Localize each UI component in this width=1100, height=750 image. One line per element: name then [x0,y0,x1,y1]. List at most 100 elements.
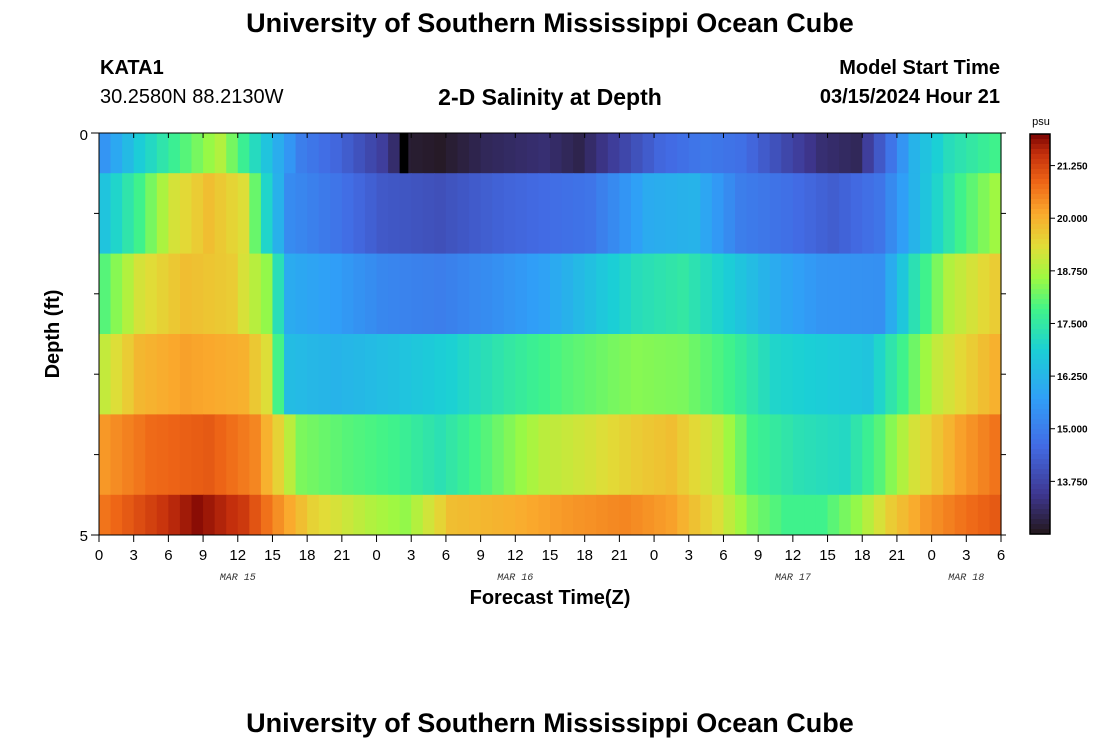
heatmap-cell [885,414,898,496]
chart-title-top: University of Southern Mississippi Ocean… [246,8,854,38]
heatmap-cell [295,494,308,536]
heatmap-cell [827,414,840,496]
colorbar-band [1030,164,1050,170]
heatmap-cell [619,173,632,255]
heatmap-cell [931,334,944,415]
heatmap-cell [353,253,366,335]
heatmap-cell [920,334,933,415]
colorbar-band [1030,139,1050,145]
colorbar-band [1030,144,1050,150]
heatmap-cell [873,133,886,174]
heatmap-cell [642,253,655,335]
heatmap-cell [168,414,181,496]
heatmap-cell [954,173,967,255]
heatmap-cell [133,133,146,174]
colorbar-band [1030,199,1050,205]
heatmap-cell [584,253,597,335]
heatmap-cell [341,253,355,335]
heatmap-cell [272,133,285,174]
x-tick-label: 15 [542,547,559,564]
heatmap-cell [526,494,540,536]
colorbar-band [1030,219,1050,225]
heatmap-cell [191,494,204,536]
heatmap-cell [364,494,378,536]
heatmap-cell [307,253,320,335]
heatmap-cell [388,414,401,496]
heatmap-cell [341,133,355,174]
heatmap-cell [145,334,158,415]
heatmap-cell [908,414,921,496]
heatmap-cell [966,414,979,496]
heatmap-cell [422,414,435,496]
heatmap-cell [735,253,748,335]
heatmap-cell [735,494,748,536]
heatmap-cell [156,414,169,496]
heatmap-cell [457,173,470,255]
heatmap-cell [318,253,331,335]
heatmap-cell [237,253,250,335]
heatmap-cell [781,334,794,415]
heatmap-cell [249,133,262,174]
heatmap-cell [584,334,597,415]
heatmap-cell [619,414,632,496]
heatmap-cell [862,494,875,536]
heatmap-cell [156,253,169,335]
heatmap-cell [931,173,944,255]
heatmap-cell [642,414,655,496]
heatmap-cell [885,173,898,255]
colorbar-band [1030,169,1050,175]
heatmap-cell [781,494,794,536]
heatmap-cell [735,133,748,174]
heatmap-cell [492,253,505,335]
heatmap-cell [873,494,886,536]
heatmap-cell [839,334,852,415]
heatmap-cell [758,253,771,335]
heatmap-cell [966,494,979,536]
colorbar-tick-label: 16.250 [1057,372,1088,383]
heatmap-cell [781,253,794,335]
heatmap-cell [850,334,863,415]
heatmap-cell [399,494,412,536]
heatmap-cell [896,494,910,536]
heatmap-cell [191,173,204,255]
heatmap-cell [920,133,933,174]
heatmap-cell [272,494,285,536]
x-tick-label: 0 [372,547,380,564]
heatmap-cell [110,334,123,415]
heatmap-cell [896,133,910,174]
colorbar-band [1030,479,1050,485]
heatmap-cell [642,494,655,536]
heatmap-cell [746,133,759,174]
heatmap-cell [492,494,505,536]
heatmap-cell [341,414,355,496]
colorbar-band [1030,309,1050,315]
heatmap-cell [954,334,967,415]
colorbar-band [1030,149,1050,155]
x-tick-label: 3 [407,547,415,564]
heatmap-cell [145,253,158,335]
heatmap-cell [376,494,389,536]
colorbar-band [1030,444,1050,450]
heatmap-cell [156,494,169,536]
heatmap-cell [804,494,817,536]
heatmap-cell [654,173,667,255]
heatmap-cell [145,173,158,255]
heatmap-cell [966,173,979,255]
colorbar-band [1030,419,1050,425]
heatmap-cell [214,494,227,536]
heatmap-cell [596,253,609,335]
colorbar-band [1030,254,1050,260]
heatmap-cell [353,133,366,174]
x-tick-label: 9 [476,547,484,564]
heatmap-cell [469,334,482,415]
heatmap-cell [873,334,886,415]
heatmap-cell [804,173,817,255]
heatmap-cell [434,494,447,536]
heatmap-cell [260,494,274,536]
heatmap-cell [307,133,320,174]
colorbar-tick-label: 15.000 [1057,425,1088,436]
heatmap-cell [746,334,759,415]
colorbar-band [1030,414,1050,420]
heatmap-cell [122,133,135,174]
heatmap-cell [133,253,146,335]
